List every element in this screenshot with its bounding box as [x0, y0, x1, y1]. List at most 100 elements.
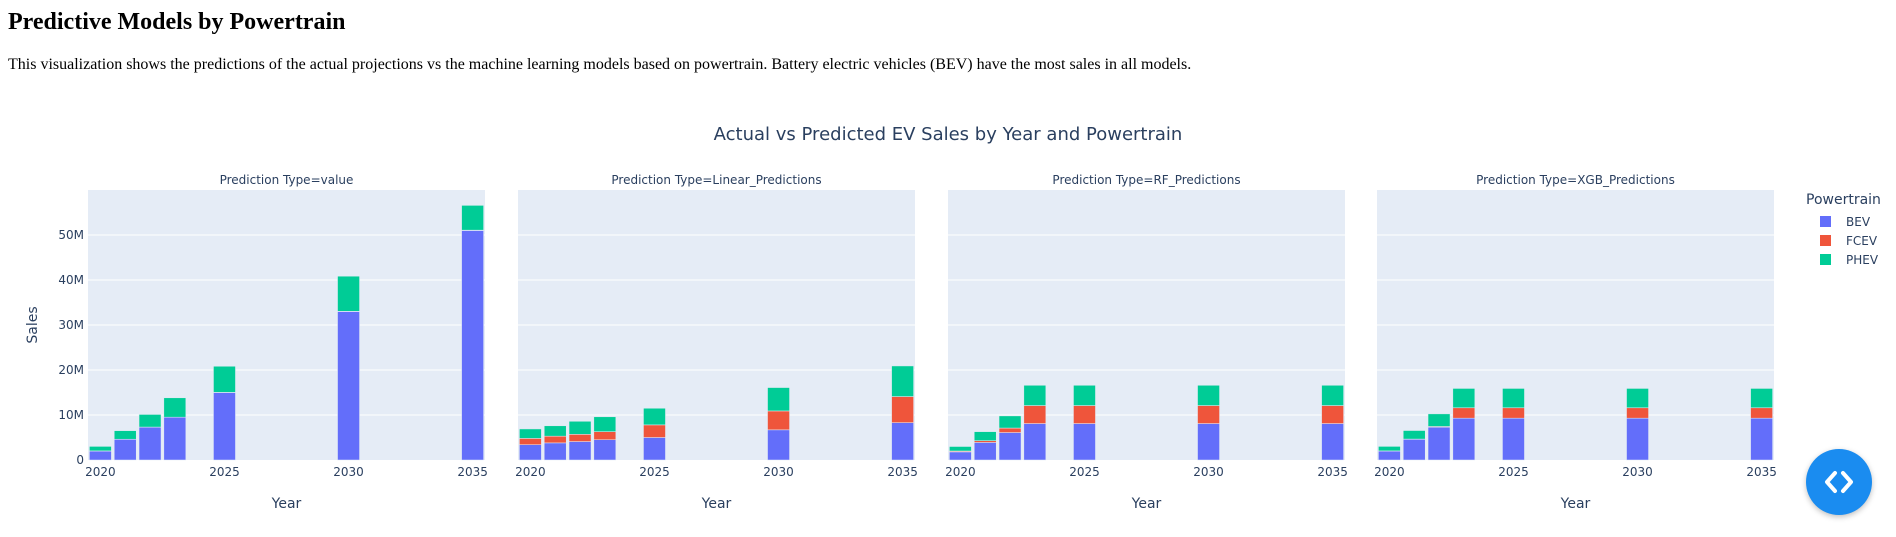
bar-phev — [89, 446, 112, 452]
x-axis-label: Year — [701, 496, 732, 512]
bar-phev — [568, 421, 592, 435]
bar-fcev — [1197, 405, 1220, 424]
x-axis-label: Year — [1131, 496, 1162, 512]
ev-sales-chart: Actual vs Predicted EV Sales by Year and… — [25, 124, 1881, 512]
bar-phev — [1502, 388, 1525, 409]
y-tick-label: 40M — [58, 273, 84, 287]
bar-phev — [949, 446, 972, 452]
y-tick-label: 50M — [58, 228, 84, 242]
legend-label-bev: BEV — [1846, 215, 1871, 229]
x-tick-label: 2035 — [887, 465, 918, 479]
bar-phev — [1402, 430, 1426, 440]
x-tick-label: 2020 — [85, 465, 116, 479]
facet-label: Prediction Type=value — [220, 173, 354, 187]
bar-bev — [89, 450, 112, 461]
bar-fcev — [1750, 407, 1773, 419]
facet-label: Prediction Type=Linear_Predictions — [611, 173, 821, 187]
bar-bev — [1427, 426, 1451, 461]
x-tick-label: 2020 — [1374, 465, 1405, 479]
bar-bev — [1452, 417, 1476, 461]
bar-fcev — [593, 431, 617, 440]
bar-phev — [767, 387, 790, 412]
y-tick-label: 10M — [58, 408, 84, 422]
page-title: Predictive Models by Powertrain — [8, 9, 346, 35]
bar-bev — [138, 426, 162, 461]
bar-fcev — [998, 427, 1022, 433]
bar-phev — [1626, 388, 1649, 409]
chart-title: Actual vs Predicted EV Sales by Year and… — [714, 124, 1183, 145]
bar-phev — [1452, 388, 1476, 409]
code-icon — [1825, 471, 1853, 493]
bar-fcev — [1321, 405, 1344, 424]
bar-fcev — [568, 434, 592, 442]
bar-bev — [767, 429, 790, 461]
bar-phev — [213, 366, 236, 393]
y-axis-label: Sales — [25, 306, 41, 343]
bar-bev — [1402, 439, 1426, 461]
bar-fcev — [1023, 405, 1047, 424]
bar-bev — [1321, 423, 1344, 461]
bar-phev — [337, 275, 360, 312]
code-view-button[interactable] — [1806, 449, 1872, 515]
bar-phev — [1321, 385, 1344, 406]
bar-fcev — [519, 438, 542, 445]
bar-phev — [643, 408, 666, 426]
bar-bev — [1023, 423, 1047, 461]
x-tick-label: 2030 — [333, 465, 364, 479]
x-tick-label: 2030 — [1622, 465, 1653, 479]
bar-fcev — [643, 424, 666, 438]
bar-phev — [1750, 388, 1773, 409]
bar-phev — [1023, 385, 1047, 406]
x-tick-label: 2035 — [1746, 465, 1777, 479]
bar-phev — [113, 430, 137, 440]
bar-bev — [1502, 417, 1525, 461]
bar-bev — [1073, 423, 1096, 461]
bar-phev — [461, 205, 484, 231]
bar-fcev — [973, 440, 997, 443]
bar-fcev — [767, 410, 790, 431]
y-tick-label: 20M — [58, 363, 84, 377]
legend-swatch-fcev — [1820, 235, 1831, 246]
facet-label: Prediction Type=XGB_Predictions — [1476, 173, 1675, 187]
x-tick-label: 2030 — [763, 465, 794, 479]
bar-bev — [543, 442, 567, 461]
bar-phev — [1073, 385, 1096, 406]
x-tick-label: 2025 — [209, 465, 240, 479]
bar-phev — [593, 416, 617, 432]
bar-bev — [113, 439, 137, 461]
x-tick-label: 2030 — [1193, 465, 1224, 479]
legend-swatch-bev — [1820, 216, 1831, 227]
bar-bev — [891, 422, 914, 461]
x-tick-label: 2025 — [1069, 465, 1100, 479]
legend-label-fcev: FCEV — [1846, 234, 1878, 248]
bar-phev — [519, 428, 542, 439]
bar-fcev — [543, 435, 567, 444]
bar-phev — [998, 415, 1022, 429]
legend-label-phev: PHEV — [1846, 253, 1879, 267]
bar-bev — [461, 230, 484, 461]
bar-bev — [213, 392, 236, 461]
facet-label: Prediction Type=RF_Predictions — [1052, 173, 1240, 187]
x-tick-label: 2020 — [515, 465, 546, 479]
bar-phev — [1197, 385, 1220, 406]
bar-bev — [949, 451, 972, 461]
bar-bev — [1750, 417, 1773, 461]
bar-bev — [1197, 423, 1220, 461]
x-tick-label: 2025 — [639, 465, 670, 479]
bar-bev — [337, 311, 360, 461]
bar-fcev — [1073, 405, 1096, 424]
x-axis-label: Year — [271, 496, 302, 512]
bar-fcev — [1626, 407, 1649, 419]
legend-title: Powertrain — [1806, 192, 1881, 208]
bar-bev — [163, 417, 187, 461]
x-tick-label: 2035 — [457, 465, 488, 479]
bar-fcev — [1452, 407, 1476, 419]
legend-swatch-phev — [1820, 254, 1831, 265]
bar-phev — [1378, 446, 1401, 452]
x-tick-label: 2020 — [945, 465, 976, 479]
bar-phev — [1427, 413, 1451, 427]
bar-phev — [138, 414, 162, 428]
y-tick-label: 0 — [76, 453, 84, 467]
bar-phev — [543, 425, 567, 437]
bar-bev — [519, 444, 542, 461]
